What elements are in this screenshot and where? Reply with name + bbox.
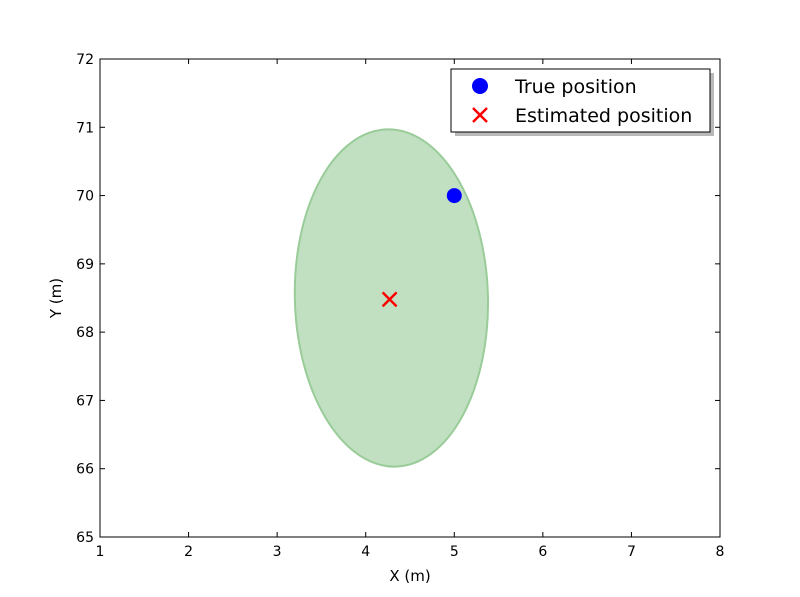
legend-marker-estimated-position bbox=[472, 107, 488, 123]
legend-marker-true-position bbox=[472, 78, 488, 94]
x-tick-label: 7 bbox=[627, 544, 636, 560]
y-axis-label: Y (m) bbox=[47, 278, 65, 319]
y-tick-label: 71 bbox=[76, 120, 94, 136]
x-tick-label: 8 bbox=[716, 544, 725, 560]
x-axis-label: X (m) bbox=[389, 567, 430, 585]
y-tick-label: 66 bbox=[76, 462, 94, 478]
legend-box bbox=[450, 68, 711, 133]
x-tick-label: 3 bbox=[273, 544, 282, 560]
y-tick-label: 67 bbox=[76, 393, 94, 409]
x-tick-label: 1 bbox=[96, 544, 105, 560]
y-tick-label: 69 bbox=[76, 257, 94, 273]
legend-label-true-position: True position bbox=[514, 76, 637, 98]
x-tick-label: 6 bbox=[538, 544, 547, 560]
x-tick-label: 4 bbox=[361, 544, 370, 560]
y-tick-label: 72 bbox=[76, 52, 94, 68]
y-tick-label: 65 bbox=[76, 530, 94, 546]
x-tick-label: 5 bbox=[450, 544, 459, 560]
axes-frame bbox=[99, 58, 721, 538]
legend: True position Estimated position bbox=[450, 68, 714, 136]
legend-label-estimated-position: Estimated position bbox=[515, 105, 692, 127]
true-position-point bbox=[446, 188, 462, 204]
y-tick-label: 70 bbox=[76, 189, 94, 205]
estimated-position-point bbox=[381, 291, 398, 308]
y-tick-label: 68 bbox=[76, 325, 94, 341]
plot-area bbox=[293, 128, 490, 468]
x-tick-label: 2 bbox=[184, 544, 193, 560]
